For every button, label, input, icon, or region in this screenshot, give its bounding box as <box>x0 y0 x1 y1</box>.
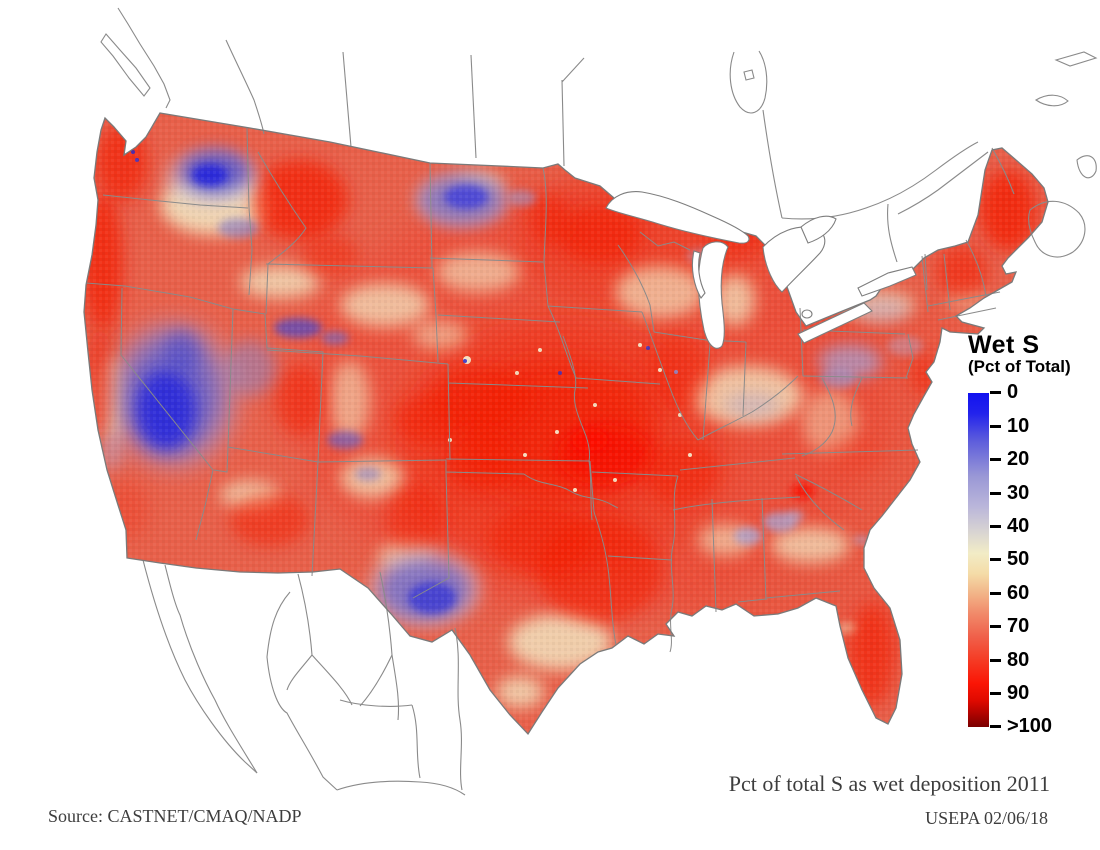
legend-tick-10: 10 <box>990 414 1029 438</box>
cape-breton <box>1076 155 1097 179</box>
prince-edward-island <box>1034 94 1069 107</box>
saskatchewan-manitoba-border <box>470 54 477 159</box>
legend-tick-90: 90 <box>990 682 1029 706</box>
legend-tick-20: 20 <box>990 448 1029 472</box>
legend-tick-40: 40 <box>990 515 1029 539</box>
bc-coast <box>117 7 171 109</box>
mex-state-line-3 <box>339 699 413 707</box>
mexico-coast-east <box>336 780 466 796</box>
tick-label: 80 <box>1007 648 1030 671</box>
legend-tick-60: 60 <box>990 581 1029 605</box>
lake-st-clair <box>801 309 813 319</box>
tick-mark <box>990 558 1001 562</box>
tick-label: 30 <box>1007 481 1030 504</box>
tick-mark <box>990 692 1001 696</box>
sonora-coast <box>266 591 338 791</box>
mex-state-line-1 <box>286 654 313 691</box>
gaspe-south-shore <box>897 151 989 215</box>
tick-mark <box>990 725 1001 729</box>
tick-label: 90 <box>1007 682 1030 705</box>
legend-tick-50: 50 <box>990 548 1029 572</box>
mex-state-line-4 <box>454 627 463 791</box>
james-bay-island <box>743 69 755 81</box>
legend-tick-30: 30 <box>990 481 1029 505</box>
tick-label: 20 <box>1007 448 1030 471</box>
lake-ontario <box>857 266 917 297</box>
chihuahua-east-border <box>379 571 400 721</box>
green-bay <box>691 250 706 299</box>
us-outline <box>83 112 1049 736</box>
agency-date-caption: USEPA 02/06/18 <box>925 808 1048 828</box>
baja-east-coast <box>164 564 258 774</box>
anticosti-island <box>1054 51 1098 67</box>
tick-label: 50 <box>1007 548 1030 571</box>
legend-tick->100: >100 <box>990 715 1052 739</box>
manitoba-ontario-border <box>561 57 585 167</box>
lake-michigan <box>698 241 729 349</box>
legend-tick-80: 80 <box>990 648 1029 672</box>
new-brunswick-border <box>991 147 1015 195</box>
ontario-quebec-border <box>762 109 783 219</box>
vancouver-island-outline <box>100 33 151 97</box>
tick-mark <box>990 458 1001 462</box>
tick-mark <box>990 525 1001 529</box>
legend-subtitle: (Pct of Total) <box>968 357 1071 377</box>
james-bay <box>729 50 768 114</box>
legend-title: Wet S <box>968 331 1040 359</box>
tick-label: 0 <box>1007 381 1019 404</box>
legend: Wet S (Pct of Total) 0 10 20 30 40 50 60 70 80 90… <box>968 331 1071 737</box>
tick-mark <box>990 625 1001 629</box>
tick-mark <box>990 391 1001 395</box>
alberta-saskatchewan-border <box>342 51 352 148</box>
state-boundaries <box>85 127 1001 653</box>
legend-tick-70: 70 <box>990 615 1029 639</box>
great-lakes <box>605 191 917 349</box>
georgian-bay <box>800 215 837 244</box>
tick-label: 60 <box>1007 581 1030 604</box>
colorbar-ticks: 0 10 20 30 40 50 60 70 80 90 >100 <box>990 381 1068 737</box>
lake-superior <box>605 191 750 244</box>
lake-huron <box>762 226 826 293</box>
tick-mark <box>990 491 1001 495</box>
tick-label: 70 <box>1007 615 1030 638</box>
legend-tick-0: 0 <box>990 381 1018 405</box>
mexico-boundaries <box>142 559 466 796</box>
tick-mark <box>990 591 1001 595</box>
mex-state-line-5 <box>411 704 421 779</box>
st-lawrence-river <box>887 203 898 263</box>
nova-scotia <box>1028 200 1086 258</box>
tick-mark <box>990 658 1001 662</box>
tick-mark <box>990 424 1001 428</box>
map-caption: Pct of total S as wet deposition 2011 <box>728 771 1050 796</box>
lake-erie <box>797 302 873 344</box>
colorbar <box>968 392 989 727</box>
tick-label: 40 <box>1007 515 1030 538</box>
sonora-chihuahua-border <box>297 573 353 706</box>
legend-colorbar-group: 0 10 20 30 40 50 60 70 80 90 >100 <box>968 381 1071 737</box>
tick-label: >100 <box>1007 715 1053 738</box>
baja-west-coast <box>142 559 258 774</box>
tick-label: 10 <box>1007 414 1030 437</box>
st-lawrence-north-shore <box>781 141 979 220</box>
bc-alberta-border <box>225 39 265 135</box>
source-caption: Source: CASTNET/CMAQ/NADP <box>48 806 302 826</box>
mex-state-line-2 <box>359 654 393 707</box>
